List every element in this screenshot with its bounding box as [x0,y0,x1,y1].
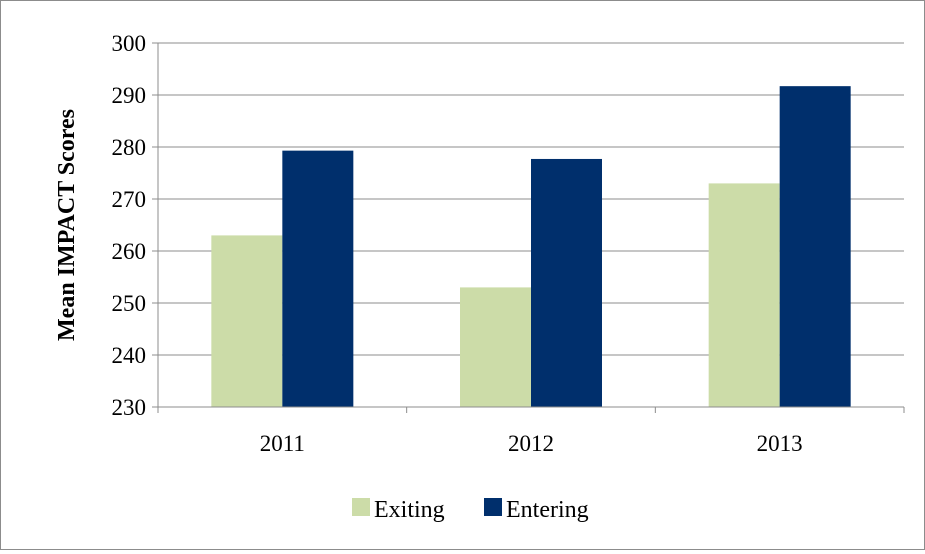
bar-exiting-2012 [460,287,531,407]
bar-entering-2011 [282,150,354,407]
y-tick-labels: 230 240 250 260 270 280 290 300 [112,31,147,420]
legend-swatch-exiting [352,498,370,516]
y-tick-label: 250 [112,291,147,316]
legend-label-entering: Entering [506,497,589,523]
bar-exiting-2013 [708,183,780,407]
y-tick-label: 240 [112,343,147,368]
y-tick-label: 290 [112,83,147,108]
x-tick-label: 2013 [757,431,803,456]
x-tick-labels: 2011 2012 2013 [260,431,803,456]
bar-entering-2013 [779,86,851,407]
axes [152,42,905,413]
y-tick-label: 260 [112,239,147,264]
y-axis-label: Mean IMPACT Scores [54,109,80,341]
legend: Exiting Entering [352,497,589,523]
y-tick-label: 280 [112,135,147,160]
bars [211,86,851,407]
x-tick-label: 2011 [260,431,305,456]
bar-entering-2012 [531,158,602,407]
y-tick-label: 270 [112,187,147,212]
y-tick-label: 230 [112,395,147,420]
y-tick-label: 300 [112,31,147,56]
legend-swatch-entering [484,498,502,516]
legend-label-exiting: Exiting [374,497,445,523]
x-tick-label: 2012 [508,431,554,456]
bar-exiting-2011 [211,235,283,407]
